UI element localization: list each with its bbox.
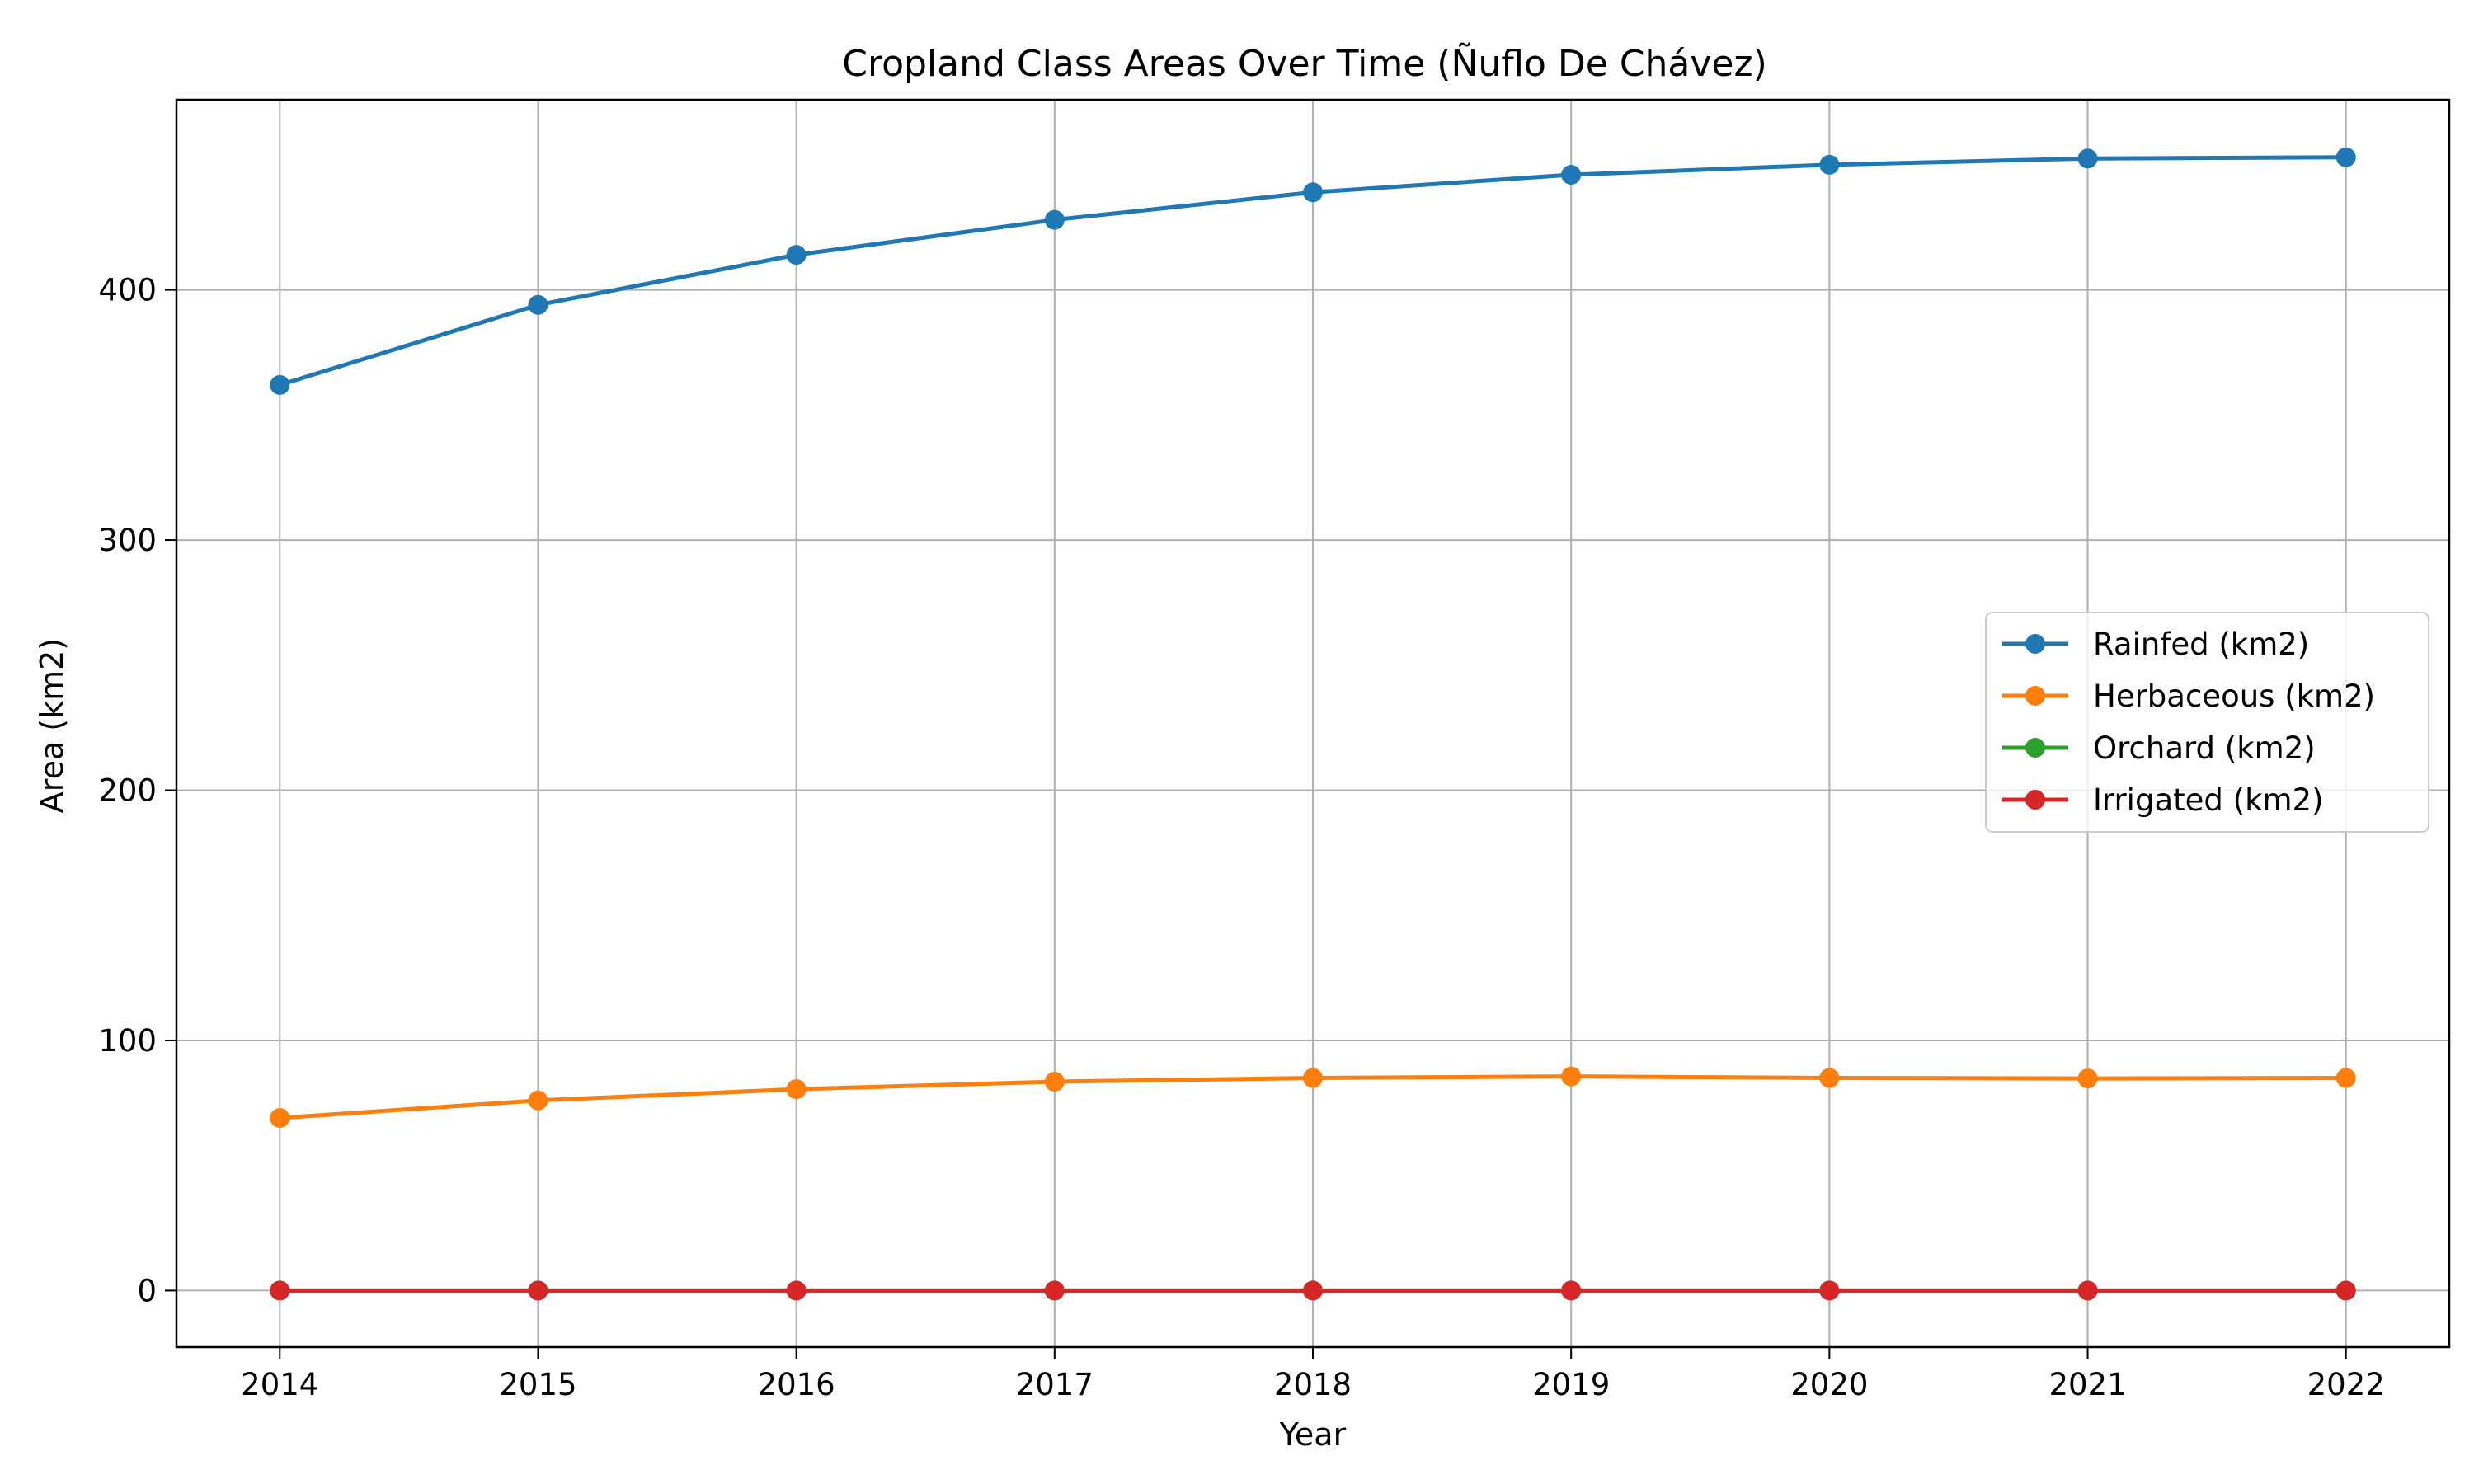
data-point [270, 1280, 290, 1301]
data-point [1561, 165, 1582, 186]
data-point [528, 1280, 548, 1301]
data-point [1819, 1280, 1840, 1301]
legend-label: Irrigated (km2) [2093, 782, 2324, 818]
y-axis-label: Area (km2) [34, 638, 70, 813]
data-point [1303, 1068, 1323, 1088]
legend-marker [2025, 634, 2045, 654]
x-tick-label: 2017 [1016, 1367, 1094, 1402]
legend-box [1985, 612, 2429, 833]
data-point [528, 1090, 548, 1111]
series-2 [270, 1066, 2356, 1129]
data-point [2335, 147, 2356, 167]
y-tick-label: 0 [137, 1273, 157, 1308]
x-axis-label: Year [1279, 1416, 1347, 1453]
data-point [1044, 1280, 1065, 1301]
series-1 [270, 147, 2356, 395]
series-4 [270, 1280, 2356, 1301]
data-point [786, 1280, 807, 1301]
x-tick-label: 2014 [241, 1367, 318, 1402]
y-axis-ticks: 0 100 200 300 400 [98, 273, 176, 1308]
y-tick-label: 300 [98, 523, 157, 558]
legend-label: Orchard (km2) [2093, 730, 2316, 766]
data-point [270, 374, 290, 395]
data-point [1044, 209, 1065, 230]
legend-marker [2025, 686, 2045, 706]
x-tick-label: 2018 [1274, 1367, 1352, 1402]
x-tick-label: 2015 [499, 1367, 576, 1402]
legend-item: Herbaceous (km2) [2002, 679, 2375, 714]
data-point [528, 294, 548, 315]
x-tick-label: 2022 [2307, 1367, 2385, 1402]
y-tick-label: 100 [98, 1023, 157, 1059]
series-layer [270, 147, 2356, 1301]
legend-item: Irrigated (km2) [2002, 782, 2324, 818]
data-point [1561, 1280, 1582, 1301]
data-point [1303, 182, 1323, 203]
legend-label: Herbaceous (km2) [2093, 679, 2375, 714]
x-tick-label: 2021 [2048, 1367, 2126, 1402]
data-point [2077, 1280, 2098, 1301]
x-tick-label: 2016 [758, 1367, 835, 1402]
data-point [270, 1108, 290, 1129]
x-axis-ticks: 2014 2015 2016 2017 2018 2019 2020 2021 2022 [241, 1347, 2385, 1402]
data-point [1561, 1066, 1582, 1087]
y-tick-label: 200 [98, 773, 157, 809]
y-tick-label: 400 [98, 273, 157, 308]
x-tick-label: 2020 [1790, 1367, 1868, 1402]
legend-marker [2025, 738, 2045, 758]
legend-item: Orchard (km2) [2002, 730, 2316, 766]
legend-marker [2025, 790, 2045, 810]
data-point [2077, 1068, 2098, 1089]
data-point [1819, 154, 1840, 175]
data-point [2077, 148, 2098, 169]
chart-title: Cropland Class Areas Over Time (Ñuflo De… [842, 42, 1767, 85]
legend-label: Rainfed (km2) [2093, 627, 2309, 662]
data-point [1819, 1068, 1840, 1088]
data-point [2335, 1068, 2356, 1088]
data-point [1044, 1072, 1065, 1092]
legend: Rainfed (km2) Herbaceous (km2) Orchard (km… [1985, 612, 2429, 833]
data-point [2335, 1280, 2356, 1301]
data-point [786, 1079, 807, 1100]
legend-item: Rainfed (km2) [2002, 627, 2309, 662]
x-tick-label: 2019 [1532, 1367, 1610, 1402]
data-point [1303, 1280, 1323, 1301]
data-point [786, 245, 807, 265]
